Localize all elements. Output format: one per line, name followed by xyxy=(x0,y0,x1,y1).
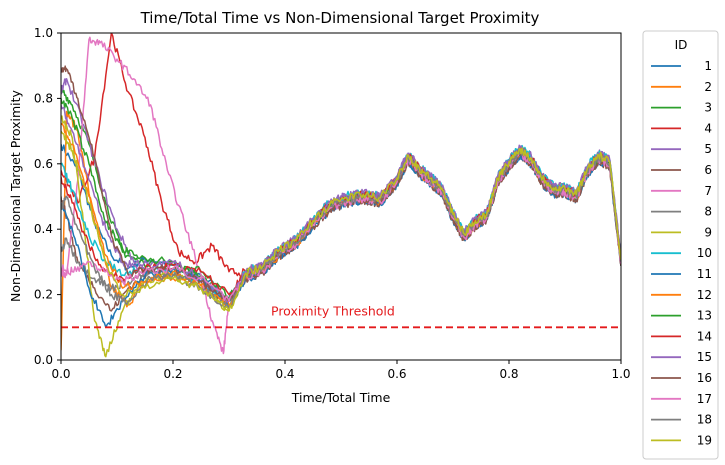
y-tick-label: 0.8 xyxy=(34,91,53,105)
legend-label-16: 16 xyxy=(697,371,712,385)
y-axis: 0.0 0.2 0.4 0.6 0.8 1.0 xyxy=(34,26,61,367)
series-line-4 xyxy=(61,33,621,278)
x-tick-label: 1.0 xyxy=(611,367,630,381)
legend-label-9: 9 xyxy=(704,225,712,239)
legend-label-5: 5 xyxy=(704,142,712,156)
y-tick-label: 0.2 xyxy=(34,288,53,302)
legend-label-13: 13 xyxy=(697,309,712,323)
legend-label-12: 12 xyxy=(697,288,712,302)
x-tick-label: 0.2 xyxy=(163,367,182,381)
x-axis: 0.0 0.2 0.4 0.6 0.8 1.0 xyxy=(51,360,631,381)
x-tick-label: 0.8 xyxy=(499,367,518,381)
legend-label-19: 19 xyxy=(697,433,712,447)
series-line-19 xyxy=(61,130,621,312)
y-tick-label: 0.6 xyxy=(34,157,53,171)
series-line-11 xyxy=(61,153,621,329)
series-line-9 xyxy=(61,115,621,358)
x-tick-label: 0.0 xyxy=(51,367,70,381)
legend-label-15: 15 xyxy=(697,350,712,364)
legend-label-2: 2 xyxy=(704,80,712,94)
legend-label-11: 11 xyxy=(697,267,712,281)
y-tick-label: 0.0 xyxy=(34,353,53,367)
legend-label-4: 4 xyxy=(704,121,712,135)
legend-label-6: 6 xyxy=(704,163,712,177)
x-tick-label: 0.6 xyxy=(387,367,406,381)
legend-label-8: 8 xyxy=(704,205,712,219)
x-axis-label: Time/Total Time xyxy=(291,390,391,405)
y-tick-label: 1.0 xyxy=(34,26,53,40)
x-tick-label: 0.4 xyxy=(275,367,294,381)
legend-label-17: 17 xyxy=(697,392,712,406)
legend-label-14: 14 xyxy=(697,329,712,343)
series-layer xyxy=(61,33,621,358)
y-axis-label: Non-Dimensional Target Proximity xyxy=(8,89,23,301)
legend-box xyxy=(642,30,719,460)
series-line-18 xyxy=(61,148,621,309)
legend-label-3: 3 xyxy=(704,101,712,115)
plot-area-frame xyxy=(60,32,622,361)
legend-title: ID xyxy=(675,38,688,52)
legend-label-10: 10 xyxy=(697,246,712,260)
chart-title: Time/Total Time vs Non-Dimensional Targe… xyxy=(140,9,540,27)
legend-label-1: 1 xyxy=(704,59,712,73)
proximity-threshold-label: Proximity Threshold xyxy=(271,303,395,318)
legend-label-18: 18 xyxy=(697,413,712,427)
y-tick-label: 0.4 xyxy=(34,222,53,236)
legend-label-7: 7 xyxy=(704,184,712,198)
